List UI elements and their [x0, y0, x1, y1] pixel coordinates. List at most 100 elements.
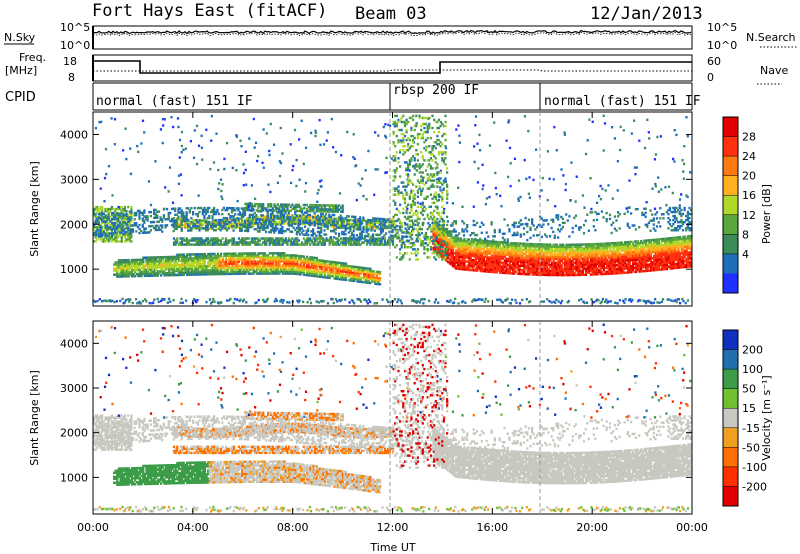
power-cell [328, 221, 331, 225]
power-cell [192, 218, 195, 222]
power-cell [243, 229, 247, 233]
power-cell [242, 262, 246, 265]
power-cell [135, 230, 138, 233]
power-cell [690, 220, 692, 224]
power-cell [335, 265, 338, 268]
power-cell [315, 239, 318, 242]
power-cell [268, 217, 271, 220]
power-cell [372, 270, 375, 273]
power-cell [180, 209, 183, 212]
power-cell [494, 262, 497, 266]
power-cell [291, 220, 294, 223]
power-cell [445, 259, 448, 262]
power-cell [135, 211, 138, 215]
cpid-panel: CPID normal (fast) 151 IF rbsp 200 IF no… [5, 82, 701, 111]
power-cell [258, 205, 262, 208]
power-cell [153, 266, 156, 269]
power-cell [93, 207, 96, 211]
power-cell [117, 267, 121, 270]
power-cell [383, 241, 387, 244]
power-cell [284, 264, 288, 267]
power-cell [341, 220, 344, 224]
power-cell [297, 227, 300, 230]
power-cell [255, 222, 258, 225]
power-cell [96, 222, 99, 225]
power-cell [367, 220, 370, 224]
power-cell [479, 253, 482, 257]
power-cell [113, 273, 116, 276]
power-cell [206, 222, 209, 226]
power-cell [359, 236, 362, 239]
power-cell [281, 256, 284, 259]
power-cell [254, 256, 257, 259]
power-cell [193, 225, 196, 228]
power-cell [239, 223, 242, 226]
power-cell [490, 254, 494, 258]
power-cell [366, 271, 369, 274]
power-cell [292, 243, 296, 246]
power-cell [125, 261, 129, 264]
power-cell [375, 243, 378, 246]
power-cell [375, 278, 379, 282]
power-cell [339, 218, 342, 222]
power-cell [291, 216, 294, 219]
power-cell [268, 218, 271, 222]
power-cell [142, 264, 145, 268]
power-cell [331, 210, 335, 213]
power-cell [240, 227, 243, 230]
power-cell [177, 265, 181, 269]
power-cell [283, 222, 286, 225]
power-cell [368, 219, 372, 222]
power-cell [500, 255, 503, 258]
power-cell [258, 228, 261, 231]
power-cell [316, 230, 320, 234]
power-cell [237, 268, 241, 271]
power-cell [163, 272, 166, 275]
power-cell [322, 261, 325, 265]
power-cell [173, 263, 176, 267]
power-cell [153, 264, 156, 267]
power-cell [317, 269, 320, 272]
power-cell [203, 208, 206, 212]
power-cell [402, 231, 406, 234]
power-cell [265, 208, 268, 211]
power-cell [432, 230, 435, 234]
power-cell [198, 243, 202, 246]
power-cell [135, 222, 138, 225]
power-cell [127, 234, 130, 237]
power-cell [348, 275, 351, 278]
power-cell [401, 231, 404, 234]
power-cell [200, 273, 203, 276]
power-cell [210, 254, 213, 258]
power-cell [281, 207, 284, 210]
power-cell [249, 243, 252, 246]
power-cell [516, 266, 520, 269]
power-cell [211, 225, 215, 229]
power-cell [252, 268, 255, 271]
power-cell [247, 262, 250, 265]
power-cell [321, 221, 324, 224]
power-cell [500, 267, 503, 270]
power-cell [258, 220, 261, 223]
power-cell [515, 258, 518, 261]
power-cell [333, 210, 336, 213]
power-cell [387, 224, 390, 228]
power-cell [507, 247, 510, 251]
power-cell [200, 255, 203, 258]
power-cell [297, 209, 301, 213]
power-cell [520, 250, 523, 253]
power-cell [325, 262, 328, 265]
power-cell [370, 223, 374, 227]
power-cell [434, 235, 437, 239]
power-cell [186, 255, 189, 258]
power-cell [120, 223, 123, 226]
power-cell [170, 217, 174, 221]
power-cell [351, 267, 354, 270]
power-cell [109, 220, 112, 223]
power-cell [378, 239, 381, 243]
power-cell [349, 279, 353, 282]
power-cell [130, 228, 133, 231]
power-cell [179, 271, 182, 275]
power-cell [250, 206, 253, 210]
power-cell [455, 253, 458, 256]
